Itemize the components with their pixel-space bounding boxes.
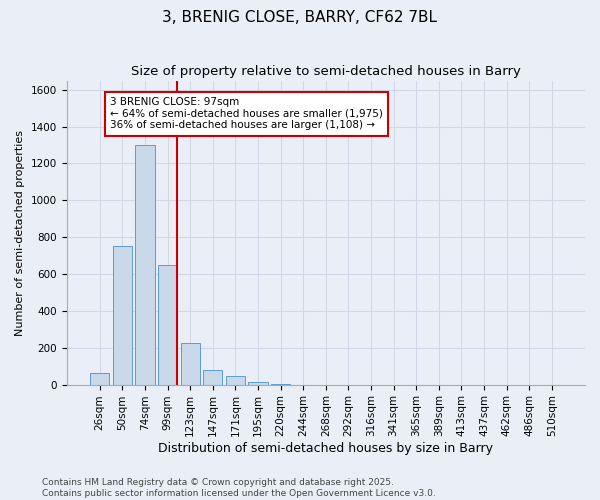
Text: 3, BRENIG CLOSE, BARRY, CF62 7BL: 3, BRENIG CLOSE, BARRY, CF62 7BL	[163, 10, 437, 25]
Bar	[158, 265, 177, 384]
Y-axis label: Number of semi-detached properties: Number of semi-detached properties	[15, 130, 25, 336]
X-axis label: Distribution of semi-detached houses by size in Barry: Distribution of semi-detached houses by …	[158, 442, 493, 455]
Text: 3 BRENIG CLOSE: 97sqm
← 64% of semi-detached houses are smaller (1,975)
36% of s: 3 BRENIG CLOSE: 97sqm ← 64% of semi-deta…	[110, 97, 383, 130]
Bar	[226, 376, 245, 384]
Bar	[113, 246, 132, 384]
Bar	[248, 382, 268, 384]
Bar	[136, 145, 155, 384]
Bar	[203, 370, 223, 384]
Text: Contains HM Land Registry data © Crown copyright and database right 2025.
Contai: Contains HM Land Registry data © Crown c…	[42, 478, 436, 498]
Bar	[181, 343, 200, 384]
Bar	[90, 372, 109, 384]
Title: Size of property relative to semi-detached houses in Barry: Size of property relative to semi-detach…	[131, 65, 521, 78]
